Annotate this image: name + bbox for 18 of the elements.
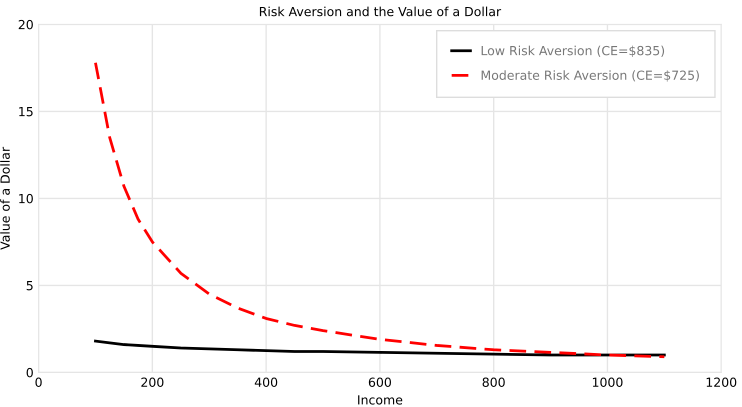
y-tick-label: 10 xyxy=(19,194,33,204)
x-tick-label: 200 xyxy=(141,377,164,387)
y-tick-label: 20 xyxy=(18,20,33,30)
y-tick-label: 0 xyxy=(26,368,33,378)
x-tick-label: 1000 xyxy=(592,377,623,387)
x-tick-label: 0 xyxy=(35,377,42,387)
x-tick-label: 1200 xyxy=(706,377,736,387)
line-series xyxy=(94,340,666,356)
x-tick-label: 800 xyxy=(482,377,505,387)
legend-label: Low Risk Aversion (CE=$835) xyxy=(482,46,664,58)
y-tick-label: 5 xyxy=(26,281,33,290)
x-tick-label: 600 xyxy=(368,377,392,387)
legend-label: Moderate Risk Aversion (CE=$725) xyxy=(482,70,699,82)
y-axis-title: Value of a Dollar xyxy=(0,146,10,250)
x-tick-label: 400 xyxy=(254,377,278,387)
chart-title: Risk Aversion and the Value of a Dollar xyxy=(260,6,502,16)
y-tick-label: 15 xyxy=(19,107,33,116)
x-axis-title: Income xyxy=(358,395,402,405)
